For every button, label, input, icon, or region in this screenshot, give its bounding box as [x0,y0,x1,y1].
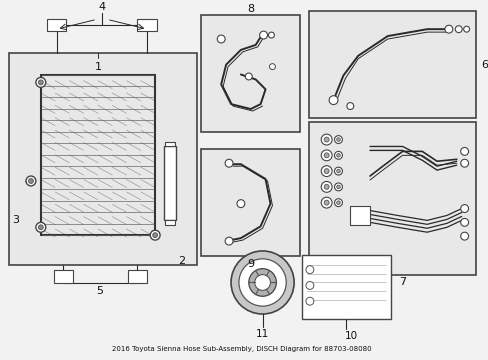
Circle shape [328,96,337,104]
Circle shape [150,230,160,240]
Bar [201,15,300,132]
Text: 1: 1 [94,62,102,72]
Text: 8: 8 [247,4,254,14]
Circle shape [454,26,461,33]
Circle shape [321,181,331,192]
Bar [9,53,196,265]
Circle shape [38,80,43,85]
Text: 7: 7 [398,278,405,288]
Circle shape [460,148,468,155]
Circle shape [463,26,468,32]
Circle shape [336,185,340,189]
Circle shape [217,35,224,43]
Circle shape [305,297,313,305]
Circle shape [230,251,293,314]
Circle shape [346,103,353,109]
Text: 11: 11 [255,329,269,339]
Text: 6: 6 [480,60,488,69]
Text: 10: 10 [344,331,357,341]
Circle shape [36,77,46,87]
Circle shape [324,184,328,189]
Bar [127,270,147,283]
Bar [164,141,175,147]
Text: 3: 3 [12,215,19,225]
Circle shape [334,152,342,159]
Circle shape [336,138,340,141]
Bar [164,220,175,225]
Circle shape [237,200,244,208]
Bar [349,206,369,225]
Circle shape [324,153,328,158]
Bar [308,122,475,275]
Circle shape [321,166,331,176]
Circle shape [152,233,157,238]
Circle shape [334,199,342,207]
Bar [54,270,73,283]
Circle shape [305,266,313,274]
Circle shape [254,275,270,291]
Circle shape [460,232,468,240]
Circle shape [305,282,313,289]
Circle shape [324,168,328,174]
Circle shape [239,259,285,306]
Bar [201,149,300,256]
Text: 4: 4 [98,3,105,13]
Text: 5: 5 [96,286,103,296]
Circle shape [460,219,468,226]
Circle shape [38,225,43,230]
Circle shape [460,159,468,167]
Circle shape [36,222,46,232]
Circle shape [224,237,233,245]
Circle shape [248,269,276,296]
Circle shape [268,32,274,38]
Circle shape [324,200,328,205]
Circle shape [259,31,267,39]
Circle shape [334,136,342,144]
Circle shape [324,137,328,142]
Circle shape [460,204,468,212]
Circle shape [334,167,342,175]
Text: 2016 Toyota Sienna Hose Sub-Assembly, DISCH Diagram for 88703-08080: 2016 Toyota Sienna Hose Sub-Assembly, DI… [112,346,371,351]
Bar [308,12,475,118]
Circle shape [336,201,340,204]
Circle shape [321,134,331,145]
Circle shape [444,25,452,33]
Bar [137,19,157,31]
Circle shape [224,159,233,167]
Circle shape [28,179,33,184]
Circle shape [336,169,340,173]
Circle shape [245,73,252,80]
Bar [302,255,390,319]
Bar [47,19,66,31]
Bar [163,147,176,220]
Circle shape [336,154,340,157]
Circle shape [26,176,36,186]
Text: 9: 9 [247,259,254,269]
Circle shape [269,64,275,69]
Circle shape [334,183,342,191]
Circle shape [321,197,331,208]
Circle shape [321,150,331,161]
Text: 2: 2 [178,256,185,266]
